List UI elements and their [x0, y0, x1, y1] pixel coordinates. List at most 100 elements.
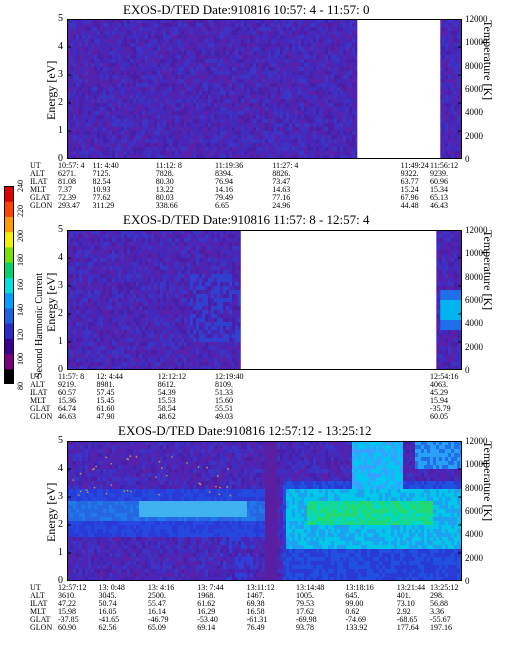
orbit-row-label: UT — [30, 161, 41, 170]
orbit-row-label: MLT — [30, 185, 47, 194]
right-tick-label: 0 — [465, 154, 470, 164]
orbit-cell: 47.90 — [96, 412, 115, 421]
orbit-cell: 338.66 — [155, 201, 178, 210]
right-tick-label: 12000 — [465, 436, 488, 446]
orbit-cell: 46.43 — [430, 201, 448, 210]
orbit-cell: 9239. — [430, 169, 448, 178]
colorbar-label: Second Harmonic Current — [34, 273, 45, 378]
orbit-cell: 13: 0:48 — [98, 583, 125, 592]
right-tick-label: 6000 — [465, 506, 483, 516]
orbit-cell: 298. — [430, 591, 444, 600]
orbit-cell: 13:18:16 — [345, 583, 374, 592]
orbit-cell: 49.03 — [215, 412, 233, 421]
orbit-cell: 81.08 — [58, 177, 76, 186]
orbit-cell: 10.93 — [92, 185, 111, 194]
orbit-cell: 11:49:24 — [400, 161, 429, 170]
orbit-cell: 11:19:36 — [215, 161, 244, 170]
orbit-cell: 60.96 — [430, 177, 448, 186]
orbit-cell: 12:57:12 — [58, 583, 87, 592]
orbit-cell: 11:57: 8 — [58, 372, 85, 381]
right-tick-label: 8000 — [465, 271, 483, 282]
orbit-cell: 7828. — [155, 169, 174, 178]
orbit-cell: 65.13 — [430, 193, 448, 202]
y-tick-label: 2 — [58, 519, 63, 530]
y-tick-label: 2 — [58, 308, 63, 319]
orbit-cell: 13: 4:16 — [147, 583, 175, 592]
y-tick-label: 3 — [58, 69, 63, 80]
panel-2-rlabel: Temperature [K] — [481, 230, 495, 311]
orbit-cell: -37.85 — [58, 615, 79, 624]
colorbar-tick-label: 80 — [16, 382, 25, 390]
orbit-cell: -41.65 — [98, 615, 120, 624]
y-tick-label: 0 — [58, 153, 63, 164]
orbit-cell: 12:12:12 — [157, 372, 187, 381]
y-tick-label: 5 — [58, 13, 63, 24]
orbit-row-label: GLAT — [30, 615, 51, 624]
orbit-cell: 65.09 — [147, 623, 166, 632]
orbit-cell: -55.67 — [430, 615, 451, 624]
orbit-cell: 293.47 — [58, 201, 80, 210]
orbit-cell: 99.00 — [345, 599, 364, 608]
orbit-cell: 12: 4:44 — [96, 372, 123, 381]
orbit-cell: -69.98 — [295, 615, 317, 624]
panel-1-title: EXOS-D/TED Date:910816 10:57: 4 - 11:57:… — [123, 2, 370, 17]
orbit-row-label: ALT — [30, 169, 45, 178]
orbit-cell: -35.79 — [430, 404, 451, 413]
orbit-cell: -46.79 — [147, 615, 169, 624]
orbit-cell: 77.16 — [272, 193, 291, 202]
orbit-row-label: ILAT — [30, 599, 48, 608]
orbit-cell: 80.03 — [155, 193, 174, 202]
orbit-cell: 6.65 — [215, 201, 229, 210]
orbit-cell: 64.74 — [58, 404, 76, 413]
y-tick-label: 2 — [58, 97, 63, 108]
orbit-cell: 16.14 — [147, 607, 166, 616]
orbit-cell: 0.62 — [345, 607, 360, 616]
orbit-row-label: GLON — [30, 623, 53, 632]
orbit-cell: 4063. — [430, 380, 448, 389]
orbit-cell: 57.45 — [96, 388, 115, 397]
y-tick-label: 1 — [58, 125, 63, 136]
orbit-cell: 7.37 — [58, 185, 72, 194]
orbit-cell: 15.36 — [58, 396, 76, 405]
orbit-row-label: GLON — [30, 201, 53, 210]
orbit-cell: 2500. — [147, 591, 166, 600]
orbit-cell: 1968. — [197, 591, 216, 600]
orbit-row-label: ILAT — [30, 177, 48, 186]
orbit-cell: 47.22 — [58, 599, 76, 608]
y-tick-label: 4 — [58, 252, 63, 263]
orbit-cell: 8826. — [272, 169, 291, 178]
orbit-cell: 60.90 — [58, 623, 76, 632]
orbit-cell: 51.33 — [215, 388, 233, 397]
orbit-cell: 73.47 — [272, 177, 291, 186]
orbit-cell: 11:12: 8 — [155, 161, 182, 170]
panel-3-rlabel: Temperature [K] — [481, 441, 495, 522]
right-tick-label: 10000 — [465, 248, 488, 259]
orbit-cell: 1467. — [246, 591, 265, 600]
orbit-cell: 133.92 — [345, 623, 368, 632]
right-tick-label: 2000 — [465, 341, 483, 352]
orbit-cell: 12:19:40 — [215, 372, 244, 381]
orbit-row-label: GLON — [30, 412, 53, 421]
y-tick-label: 5 — [58, 435, 63, 446]
orbit-cell: 69.14 — [197, 623, 216, 632]
orbit-row-label: GLAT — [30, 193, 51, 202]
orbit-cell: 14.16 — [215, 185, 233, 194]
orbit-cell: 3.36 — [430, 607, 444, 616]
orbit-cell: 6271. — [58, 169, 76, 178]
right-tick-label: 2000 — [465, 130, 483, 141]
orbit-cell: 82.54 — [92, 177, 111, 186]
orbit-cell: 11: 4:40 — [92, 161, 119, 170]
orbit-cell: 61.62 — [197, 599, 216, 608]
orbit-cell: 3045. — [98, 591, 117, 600]
orbit-cell: 77.62 — [92, 193, 111, 202]
orbit-cell: 17.62 — [295, 607, 314, 616]
orbit-cell: 15.34 — [430, 185, 448, 194]
orbit-cell: 10:57: 4 — [58, 161, 85, 170]
orbit-cell: 45.29 — [430, 388, 448, 397]
orbit-cell: 15.60 — [215, 396, 233, 405]
orbit-cell: 69.38 — [246, 599, 265, 608]
orbit-cell: 72.39 — [58, 193, 76, 202]
y-tick-label: 3 — [58, 280, 63, 291]
right-tick-label: 10000 — [465, 459, 488, 470]
orbit-cell: 16.05 — [98, 607, 117, 616]
